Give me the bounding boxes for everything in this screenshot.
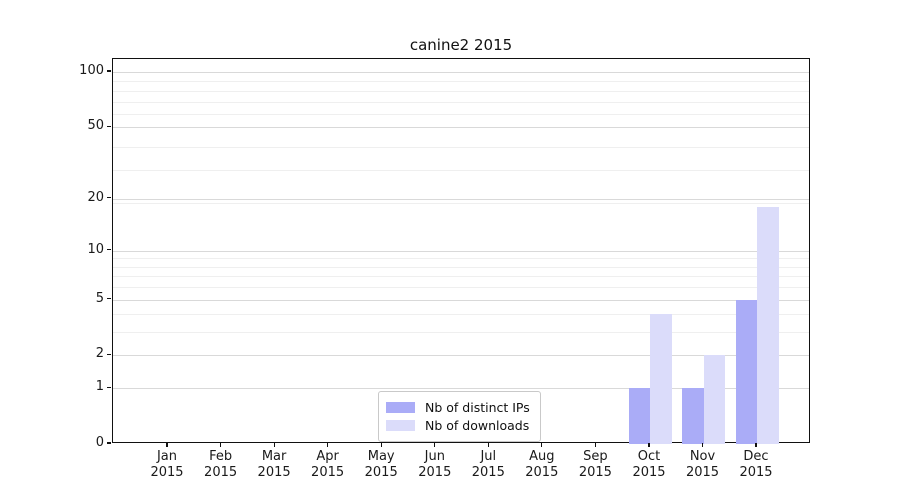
y-tick-mark: [107, 353, 111, 355]
x-tick-label: Nov 2015: [685, 449, 720, 480]
legend-label: Nb of distinct IPs: [425, 400, 530, 415]
major-gridline: [113, 250, 809, 252]
bar: [735, 299, 757, 444]
x-tick-label: Apr 2015: [311, 449, 345, 480]
minor-gridline: [113, 81, 809, 83]
x-tick-mark: [541, 443, 543, 447]
y-tick-mark: [107, 70, 111, 72]
y-tick-label: 1: [95, 379, 104, 395]
minor-gridline: [113, 287, 809, 289]
y-tick-mark: [107, 125, 111, 127]
bar: [703, 355, 725, 444]
bar: [650, 314, 672, 444]
minor-gridline: [113, 202, 809, 204]
minor-gridline: [113, 146, 809, 148]
x-tick-label: Jun 2015: [418, 449, 452, 480]
plot-area: [112, 58, 810, 444]
x-tick-mark: [755, 443, 757, 447]
legend-item: Nb of distinct IPs: [386, 399, 530, 416]
x-tick-label: Dec 2015: [739, 449, 773, 480]
minor-gridline: [113, 258, 809, 260]
x-tick-mark: [380, 443, 382, 447]
x-tick-mark: [166, 443, 168, 447]
x-tick-label: Mar 2015: [257, 449, 291, 480]
bar: [757, 206, 779, 444]
y-tick-mark: [107, 249, 111, 251]
y-tick-label: 5: [95, 290, 104, 306]
y-tick-mark: [107, 442, 111, 444]
x-tick-mark: [701, 443, 704, 447]
minor-gridline: [113, 90, 809, 92]
legend-swatch: [386, 402, 415, 413]
minor-gridline: [113, 276, 809, 278]
y-tick-label: 10: [87, 241, 104, 257]
chart-title: canine2 2015: [409, 36, 513, 54]
bar: [682, 388, 704, 444]
minor-gridline: [113, 332, 809, 334]
minor-gridline: [113, 314, 809, 316]
y-tick-label: 100: [79, 63, 104, 78]
y-tick-label: 50: [87, 118, 104, 134]
x-tick-label: Feb 2015: [204, 449, 238, 480]
y-tick-mark: [107, 386, 111, 388]
x-tick-mark: [434, 443, 436, 447]
x-tick-mark: [220, 443, 222, 447]
minor-gridline: [113, 266, 809, 268]
x-tick-label: Aug 2015: [525, 449, 559, 480]
x-tick-mark: [487, 443, 489, 447]
legend-item: Nb of downloads: [386, 417, 530, 434]
x-tick-label: May 2015: [364, 449, 398, 480]
y-tick-label: 20: [87, 189, 104, 205]
y-tick-label: 2: [95, 346, 104, 362]
legend-label: Nb of downloads: [425, 418, 530, 433]
minor-gridline: [113, 169, 809, 171]
y-tick-label: 0: [95, 435, 104, 450]
major-gridline: [113, 72, 809, 73]
minor-gridline: [113, 101, 809, 103]
minor-gridline: [113, 114, 809, 115]
y-tick-mark: [107, 298, 111, 300]
major-gridline: [113, 388, 809, 390]
major-gridline: [113, 127, 809, 129]
x-tick-mark: [273, 443, 275, 447]
legend: Nb of distinct IPs Nb of downloads: [378, 391, 541, 442]
major-gridline: [113, 299, 809, 301]
x-tick-mark: [594, 443, 596, 447]
bar: [628, 388, 650, 444]
y-tick-mark: [107, 197, 111, 199]
major-gridline: [113, 198, 809, 200]
x-tick-label: Oct 2015: [632, 449, 666, 480]
major-gridline: [113, 355, 809, 357]
x-tick-label: Jul 2015: [471, 449, 505, 480]
x-tick-label: Sep 2015: [578, 449, 612, 480]
x-tick-mark: [648, 443, 650, 447]
x-tick-mark: [327, 443, 329, 447]
x-tick-label: Jan 2015: [150, 449, 184, 480]
legend-swatch: [386, 420, 415, 431]
